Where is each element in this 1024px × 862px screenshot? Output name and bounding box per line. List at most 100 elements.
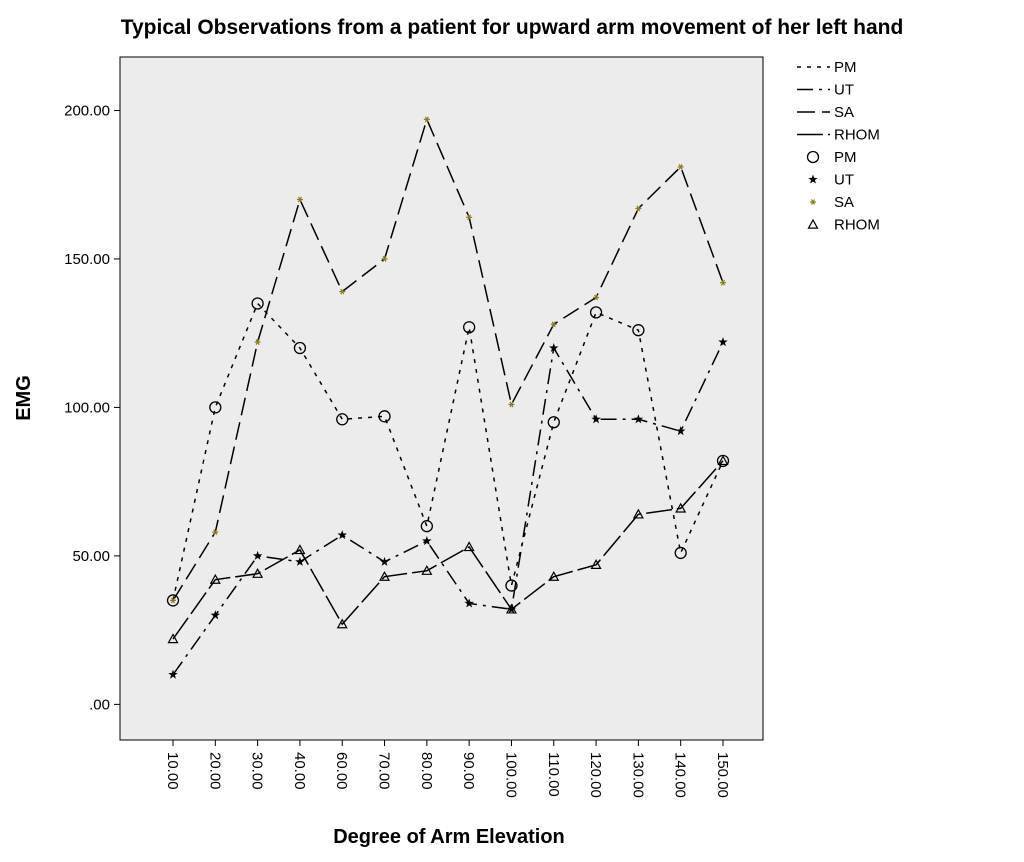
data-point-ut [718, 337, 728, 347]
series-markers [166, 116, 730, 679]
y-tick-label: .00 [89, 696, 110, 713]
legend-label: RHOM [834, 217, 880, 234]
x-tick-label: 60.00 [333, 752, 350, 790]
y-axis: .00 50.00 100.00 150.00 200.00 [64, 102, 120, 713]
plot-area [119, 56, 764, 741]
data-point-rhom [209, 573, 221, 584]
data-point-pm [336, 413, 349, 426]
data-point-ut [591, 414, 601, 424]
data-point-pm [293, 341, 307, 355]
x-tick-label: 30.00 [249, 752, 266, 790]
data-point-sa [423, 116, 430, 123]
series-line-pm [172, 302, 724, 601]
data-point-rhom [505, 603, 517, 614]
legend-label: PM [834, 149, 857, 166]
data-point-sa [212, 529, 219, 536]
x-axis-title: Degree of Arm Elevation [333, 826, 565, 848]
x-tick-label: 10.00 [164, 752, 181, 790]
legend-marker-pm [806, 150, 820, 164]
legend-label: PM [834, 59, 857, 76]
legend-label: RHOM [834, 127, 880, 144]
legend-label: SA [834, 104, 854, 121]
data-point-ut [633, 414, 644, 424]
series-line-sa [172, 117, 724, 601]
data-point-pm [505, 579, 518, 592]
legend-marker-ut [808, 174, 818, 184]
data-point-pm [420, 520, 433, 533]
data-point-pm [674, 546, 687, 560]
data-point-sa [466, 214, 473, 221]
legend-label: SA [834, 194, 854, 211]
x-tick-label: 90.00 [460, 752, 477, 790]
data-point-rhom [675, 502, 687, 513]
data-point-pm [209, 401, 222, 414]
x-tick-label: 130.00 [629, 752, 646, 798]
data-point-ut [675, 426, 686, 436]
legend-label: UT [834, 172, 854, 189]
data-point-sa [550, 321, 557, 328]
data-point-ut [464, 598, 474, 608]
legend-label: UT [834, 82, 854, 99]
x-tick-label: 20.00 [206, 752, 223, 790]
x-tick-label: 100.00 [502, 752, 519, 798]
data-point-rhom [463, 541, 475, 552]
data-point-ut [549, 343, 559, 353]
data-point-sa [339, 288, 346, 295]
series-line-rhom [172, 460, 724, 640]
data-point-ut [506, 604, 517, 614]
data-point-pm [632, 324, 645, 337]
legend-marker-rhom [807, 218, 819, 229]
legend: PM UT SA RHOM PM UT SA RHOM [797, 59, 880, 234]
y-tick-label: 100.00 [64, 399, 110, 416]
data-point-rhom [167, 633, 179, 644]
data-point-sa [635, 205, 642, 212]
legend-marker-sa [810, 199, 816, 205]
data-point-ut [295, 556, 305, 566]
data-point-rhom [632, 508, 644, 519]
data-point-rhom [717, 455, 729, 466]
data-point-pm [547, 416, 560, 429]
data-point-rhom [252, 567, 264, 578]
chart-title: Typical Observations from a patient for … [121, 16, 904, 39]
x-tick-label: 70.00 [376, 752, 393, 790]
x-tick-label: 40.00 [291, 752, 308, 790]
data-point-rhom [336, 618, 348, 629]
y-tick-label: 50.00 [72, 548, 110, 565]
data-point-rhom [421, 564, 433, 575]
data-point-pm [251, 297, 264, 310]
x-tick-label: 120.00 [587, 752, 604, 798]
data-point-sa [677, 163, 684, 170]
data-point-rhom [590, 559, 602, 569]
data-point-rhom [294, 544, 306, 555]
data-point-ut [252, 550, 263, 560]
series-lines [172, 117, 724, 676]
y-tick-label: 150.00 [64, 251, 110, 268]
data-point-ut [379, 556, 390, 566]
data-point-rhom [379, 570, 391, 581]
series-line-ut [172, 341, 724, 676]
data-point-sa [170, 597, 176, 604]
data-point-ut [210, 610, 221, 620]
data-point-ut [337, 530, 347, 540]
data-point-pm [378, 410, 391, 423]
data-point-pm [463, 321, 476, 334]
data-point-sa [720, 279, 726, 286]
data-point-sa [381, 256, 388, 262]
data-point-sa [254, 339, 261, 345]
data-point-sa [508, 401, 515, 408]
y-tick-label: 200.00 [64, 102, 110, 119]
x-tick-label: 110.00 [545, 752, 562, 797]
x-tick-label: 140.00 [672, 752, 689, 798]
x-axis: 10.00 20.00 30.00 40.00 60.00 70.00 80.00 90.00… [164, 740, 731, 798]
data-point-ut [168, 669, 178, 679]
data-point-pm [166, 594, 180, 607]
y-axis-title: EMG [13, 375, 35, 421]
data-point-sa [296, 196, 303, 203]
data-point-sa [593, 294, 600, 301]
x-tick-label: 80.00 [418, 752, 435, 790]
data-point-pm [589, 306, 603, 319]
data-point-rhom [548, 570, 560, 581]
data-point-ut [422, 536, 432, 546]
x-tick-label: 150.00 [714, 752, 731, 798]
